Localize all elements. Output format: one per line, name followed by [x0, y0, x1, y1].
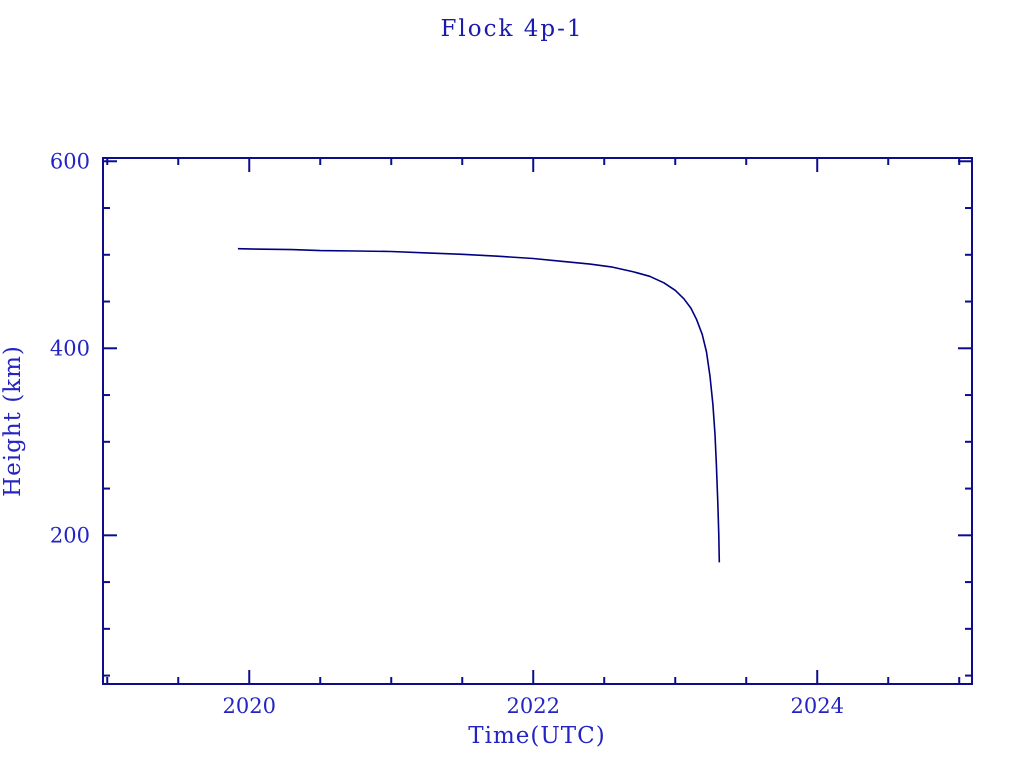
y-tick-label: 200 [50, 523, 90, 547]
y-tick-label: 400 [50, 336, 90, 360]
x-tick-label: 2024 [791, 694, 844, 718]
axis-frame [102, 157, 973, 685]
height-curve [237, 247, 721, 563]
x-tick-label: 2022 [507, 694, 560, 718]
y-tick-label: 600 [50, 149, 90, 173]
x-axis-label: Time(UTC) [468, 723, 606, 749]
x-tick-label: 2020 [223, 694, 276, 718]
chart-title: Flock 4p-1 [440, 16, 584, 42]
